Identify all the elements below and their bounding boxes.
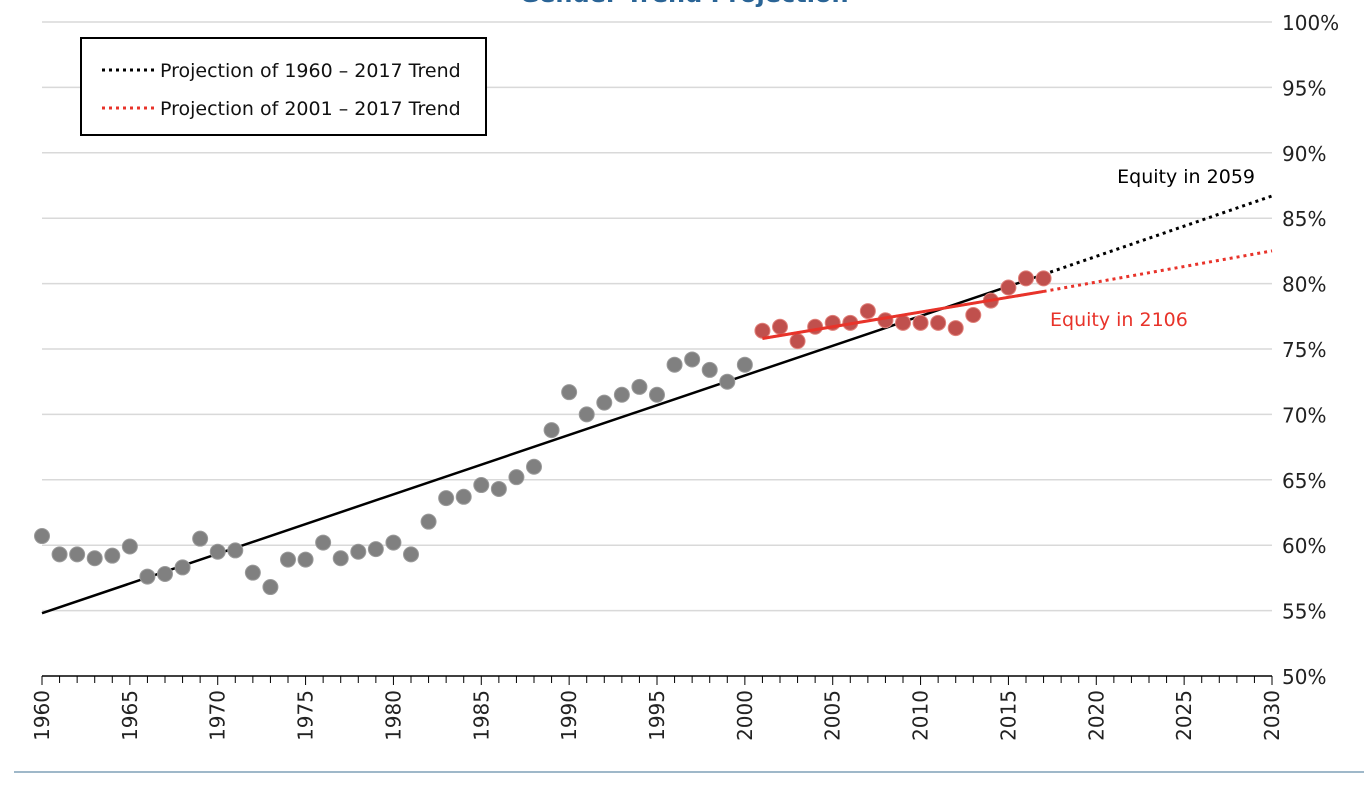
data-point-1989 [543,422,560,439]
legend: Projection of 1960 – 2017 Trend Projectio… [80,37,487,136]
data-point-1986 [490,480,507,497]
x-tick-label-2010: 2010 [909,690,933,741]
data-point-1973 [262,579,279,596]
data-point-1991 [578,406,595,423]
y-tick-label-55: 55% [1282,600,1326,624]
y-tick-label-85: 85% [1282,207,1326,231]
annotation-equity-2106: Equity in 2106 [1050,309,1188,331]
x-tick-label-1995: 1995 [645,690,669,741]
trend-line-2001-2017-overlay [762,289,1044,341]
trend-line-2 [1043,194,1273,276]
data-point-1994 [631,378,648,395]
x-tick-label-1980: 1980 [381,690,405,741]
y-tick-label-90: 90% [1282,142,1326,166]
data-point-2010 [912,314,929,331]
data-point-1975 [297,551,314,568]
data-point-1969 [192,530,209,547]
x-tick-label-1975: 1975 [294,690,318,741]
data-point-1988 [526,458,542,475]
trend-line-1 [41,273,1044,615]
data-point-1990 [561,384,578,401]
data-point-1984 [455,488,472,505]
legend-box [80,37,487,136]
y-tick-label-60: 60% [1282,534,1326,558]
data-point-2011 [930,314,947,331]
y-tick-label-100: 100% [1282,11,1339,35]
x-tick-label-2005: 2005 [821,690,845,741]
data-point-1985 [473,477,490,494]
data-point-1971 [227,542,244,559]
data-point-1976 [315,534,332,551]
data-point-1993 [613,386,630,403]
data-point-1962 [69,546,86,563]
data-point-1992 [596,394,613,411]
legend-label-2: Projection of 2001 – 2017 Trend [160,98,461,120]
annotation-equity-2059: Equity in 2059 [1117,166,1255,188]
data-point-2002 [772,318,788,335]
data-point-1977 [332,550,349,567]
x-tick-label-1990: 1990 [557,690,581,741]
trend-line-4 [1043,249,1273,293]
y-tick-label-80: 80% [1282,273,1326,297]
x-tick-label-1985: 1985 [469,690,493,741]
data-point-1972 [244,564,261,581]
data-point-1967 [157,565,173,582]
data-point-2017 [1035,270,1052,287]
data-point-2003 [789,333,806,350]
data-point-1974 [280,551,296,568]
data-point-2009 [895,314,911,331]
data-point-1961 [51,546,68,563]
data-point-1970 [209,543,226,560]
data-point-1995 [649,386,665,403]
data-point-1964 [104,547,121,564]
x-tick-label-1970: 1970 [206,690,230,741]
data-point-1966 [139,568,156,585]
data-point-2001 [754,322,771,339]
y-tick-label-75: 75% [1282,338,1326,362]
data-point-1965 [121,538,138,555]
data-point-1999 [719,373,736,390]
data-point-2007 [859,303,876,320]
x-tick-label-1960: 1960 [30,690,54,741]
data-point-1981 [403,546,419,563]
data-point-2000 [736,356,753,373]
data-point-2013 [965,306,982,323]
data-point-2015 [1000,279,1017,296]
data-point-1978 [350,543,367,560]
x-tick-label-2025: 2025 [1172,690,1196,741]
legend-label-1: Projection of 1960 – 2017 Trend [160,60,461,82]
x-tick-label-2000: 2000 [733,690,757,741]
data-point-2016 [1018,270,1034,287]
y-tick-label-65: 65% [1282,469,1326,493]
data-point-1960 [34,528,50,545]
x-tick-label-2020: 2020 [1084,690,1108,741]
bottom-divider [14,771,1364,773]
data-point-1982 [420,513,437,530]
x-tick-label-1965: 1965 [118,690,142,741]
y-tick-label-70: 70% [1282,403,1326,427]
data-point-1963 [86,550,103,567]
data-point-1983 [438,490,455,507]
data-point-1980 [385,534,402,551]
y-tick-label-95: 95% [1282,76,1326,100]
data-point-1996 [666,356,683,373]
x-tick-label-2015: 2015 [996,690,1020,741]
data-point-1998 [701,361,718,378]
data-point-1979 [367,541,384,558]
x-tick-label-2030: 2030 [1260,690,1284,741]
data-point-1987 [508,469,525,486]
chart-title: Gender Trend Projection [0,0,1368,8]
data-point-1997 [684,351,701,368]
data-point-2012 [947,320,964,337]
y-tick-label-50: 50% [1282,665,1326,689]
data-point-1968 [174,559,191,576]
